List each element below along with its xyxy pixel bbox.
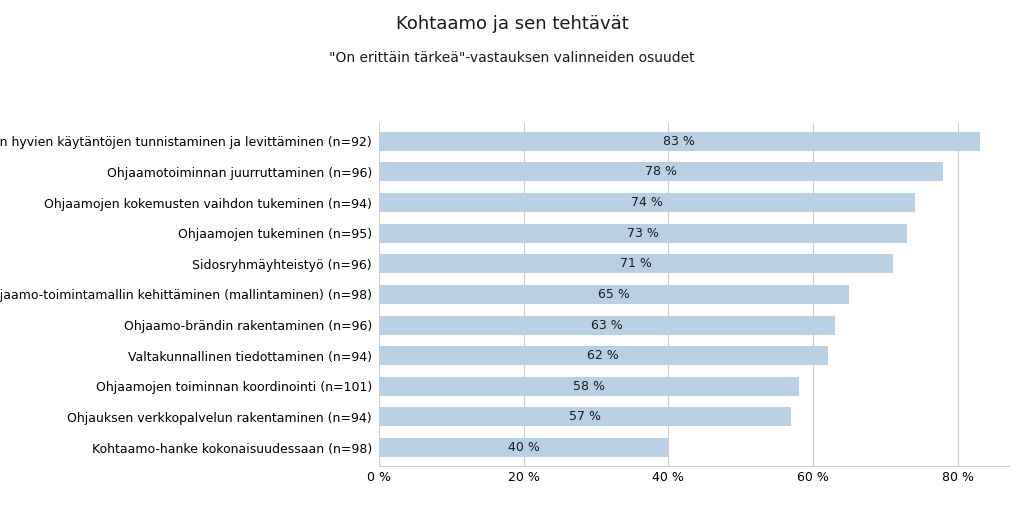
Text: 62 %: 62 %: [588, 349, 620, 362]
Text: 58 %: 58 %: [572, 380, 605, 393]
Text: 57 %: 57 %: [569, 411, 601, 423]
Bar: [379, 224, 907, 243]
Text: 83 %: 83 %: [664, 135, 695, 148]
Bar: [379, 315, 835, 334]
Text: 63 %: 63 %: [591, 318, 623, 332]
Text: 74 %: 74 %: [631, 196, 663, 209]
Bar: [379, 438, 669, 457]
Bar: [379, 193, 914, 212]
Bar: [379, 285, 849, 304]
Text: 65 %: 65 %: [598, 288, 630, 301]
Bar: [379, 132, 980, 151]
Text: Kohtaamo ja sen tehtävät: Kohtaamo ja sen tehtävät: [395, 15, 629, 33]
Bar: [379, 254, 893, 273]
Bar: [379, 162, 943, 181]
Text: 40 %: 40 %: [508, 441, 540, 454]
Text: 78 %: 78 %: [645, 165, 677, 178]
Bar: [379, 377, 799, 396]
Text: 73 %: 73 %: [627, 227, 659, 240]
Bar: [379, 346, 827, 365]
Text: "On erittäin tärkeä"-vastauksen valinneiden osuudet: "On erittäin tärkeä"-vastauksen valinnei…: [329, 51, 695, 65]
Bar: [379, 408, 792, 426]
Text: 71 %: 71 %: [620, 257, 652, 270]
